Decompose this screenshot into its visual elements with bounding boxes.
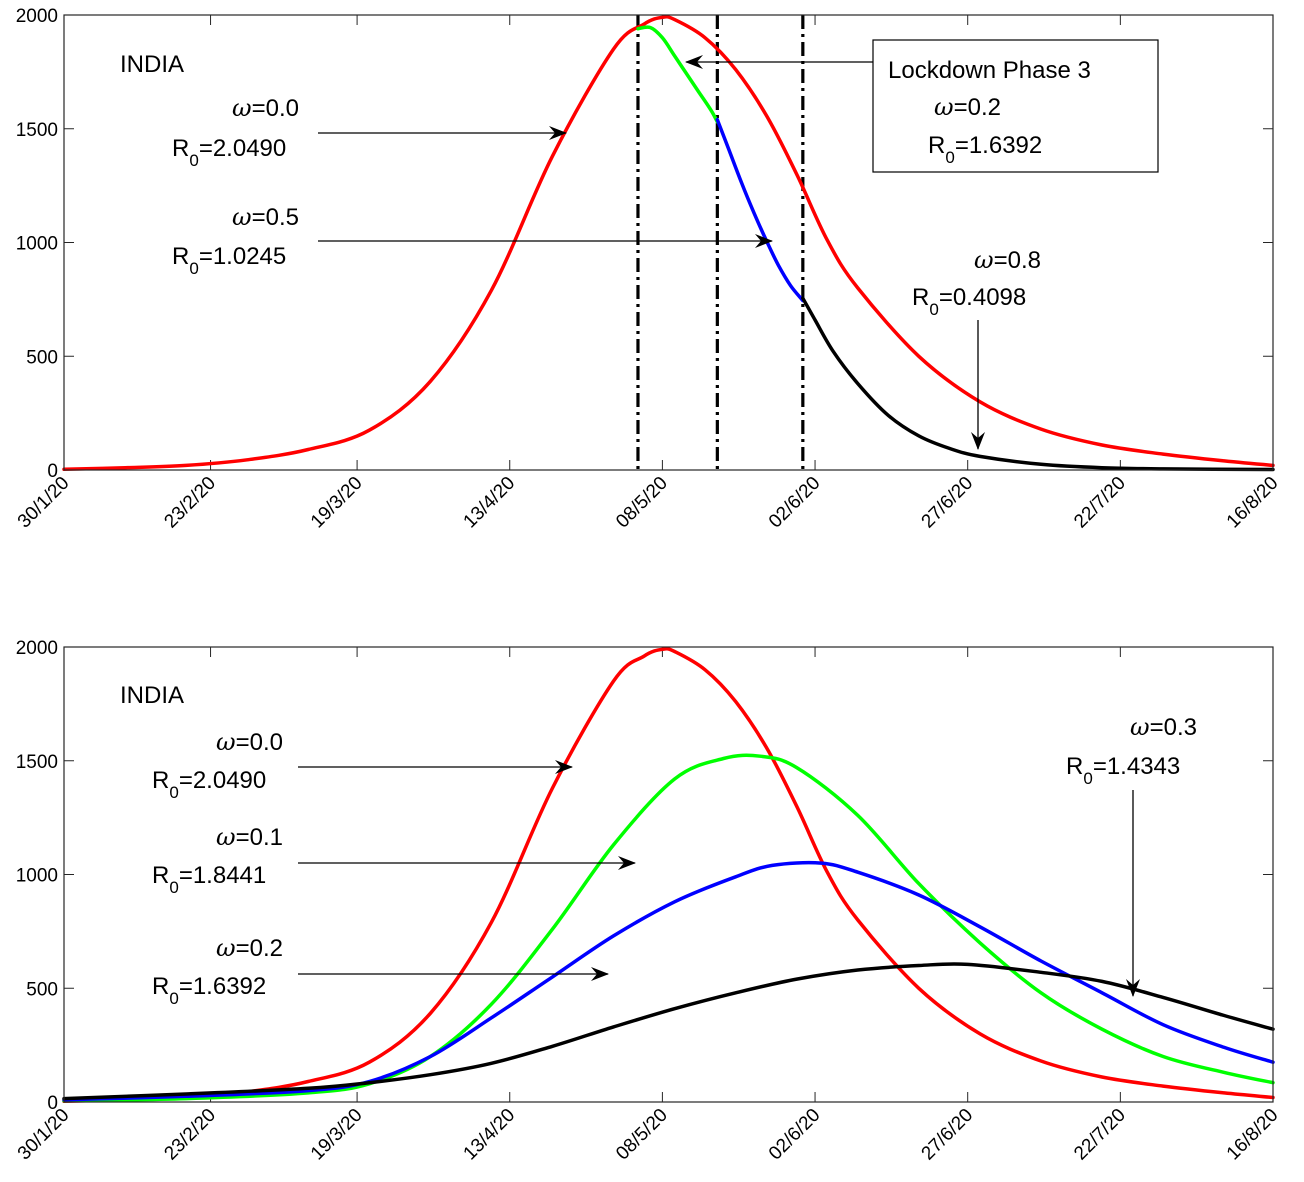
x-tick-label: 27/6/20 [918,473,978,533]
r0-label: R0=0.4098 [912,284,1026,319]
top-region-label: INDIA [120,51,184,78]
series-line-1 [636,25,720,124]
top-annotation-omega-8: ω=0.8 R0=0.4098 [912,246,1041,450]
y-tick-label: 500 [26,979,58,1000]
plot-top: 0 500 1000 1500 2000 30/1/20 23/2/20 19/3/20 13… [14,6,1283,532]
y-tick-label: 1500 [16,120,58,141]
x-tick-label: 22/7/20 [1070,473,1130,533]
series-line-0 [62,647,1275,1104]
lockdown-box-frame [872,39,1159,173]
series-line-1 [62,753,1275,1103]
top-y-tick-labels: 0 500 1000 1500 2000 [16,6,58,482]
omega-label: ω=0.1 [216,823,283,851]
r0-label: R0=1.0245 [172,243,286,278]
series-line-3 [62,962,1275,1101]
top-annotation-omega-0: ω=0.0 R0=2.0490 [172,94,567,170]
x-tick-label: 16/8/20 [1223,1105,1283,1165]
x-tick-label: 30/1/20 [14,1105,74,1165]
omega-label: ω=0.2 [216,934,283,962]
top-axes-box [63,14,1274,471]
y-tick-label: 0 [47,1093,58,1114]
r0-label: R0=2.0490 [152,767,266,802]
bottom-axes-box [63,646,1274,1103]
y-tick-label: 0 [47,461,58,482]
series-line-2 [715,117,805,303]
x-tick-label: 13/4/20 [460,1105,520,1165]
y-tick-label: 500 [26,347,58,368]
top-lockdown-lines [636,15,805,470]
x-tick-label: 27/6/20 [918,1105,978,1165]
r0-label: R0=2.0490 [172,135,286,170]
bottom-annotation-omega-0: ω=0.0 R0=2.0490 [152,728,573,802]
x-tick-label: 19/3/20 [307,473,367,533]
omega-label: ω=0.0 [232,94,299,122]
x-tick-label: 13/4/20 [460,473,520,533]
top-series-group [62,15,1275,472]
x-tick-label: 02/6/20 [765,473,825,533]
series-line-3 [801,296,1275,472]
omega-label: ω=0.0 [216,728,283,756]
x-tick-label: 02/6/20 [765,1105,825,1165]
r0-label: R0=1.6392 [928,132,1042,167]
top-x-tick-labels: 30/1/20 23/2/20 19/3/20 13/4/20 08/5/20 02/6/… [14,473,1283,533]
top-lockdown-box: Lockdown Phase 3 ω=0.2 R0=1.6392 [685,39,1159,173]
y-tick-label: 1500 [16,752,58,773]
r0-label: R0=1.4343 [1066,753,1180,788]
y-tick-label: 2000 [16,6,58,27]
r0-label: R0=1.8441 [152,862,266,897]
bottom-y-tick-labels: 0 500 1000 1500 2000 [16,638,58,1114]
y-tick-label: 1000 [16,234,58,255]
bottom-annotation-omega-3: ω=0.3 R0=1.4343 [1066,713,1197,997]
x-tick-label: 30/1/20 [14,473,74,533]
bottom-x-tick-labels: 30/1/20 23/2/20 19/3/20 13/4/20 08/5/20 02/6/… [14,1105,1283,1165]
y-tick-label: 1000 [16,866,58,887]
bottom-annotation-omega-1: ω=0.1 R0=1.8441 [152,823,636,897]
omega-label: ω=0.5 [232,203,299,231]
x-tick-label: 23/2/20 [160,473,220,533]
x-tick-label: 19/3/20 [307,1105,367,1165]
x-tick-label: 16/8/20 [1223,473,1283,533]
r0-label: R0=1.6392 [152,973,266,1008]
bottom-region-label: INDIA [120,682,184,709]
x-tick-label: 23/2/20 [160,1105,220,1165]
omega-label: ω=0.2 [934,93,1001,121]
x-tick-label: 08/5/20 [612,473,672,533]
top-annotation-omega-5: ω=0.5 R0=1.0245 [172,203,773,278]
omega-label: ω=0.8 [974,246,1041,274]
omega-label: ω=0.3 [1130,713,1197,741]
x-tick-label: 08/5/20 [612,1105,672,1165]
x-tick-label: 22/7/20 [1070,1105,1130,1165]
lockdown-title: Lockdown Phase 3 [888,57,1091,84]
bottom-series-group [62,647,1275,1104]
bottom-annotation-omega-2: ω=0.2 R0=1.6392 [152,934,609,1008]
y-tick-label: 2000 [16,638,58,659]
plot-bottom: 0 500 1000 1500 2000 30/1/20 23/2/20 19/3/20 13… [14,638,1283,1164]
series-line-0 [62,15,1275,472]
